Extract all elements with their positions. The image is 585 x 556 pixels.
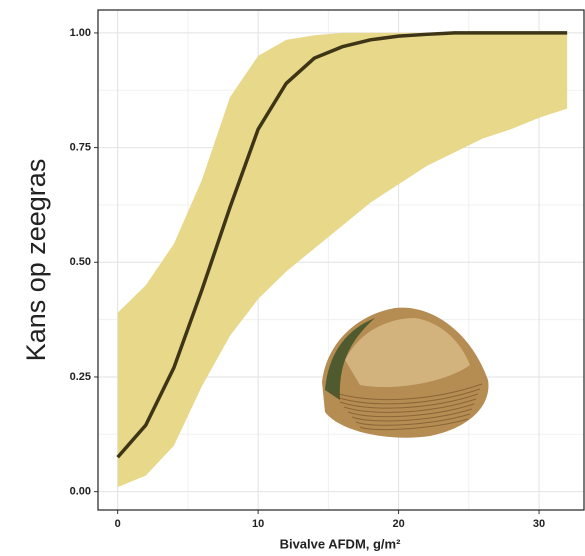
shell-ridge (359, 418, 469, 431)
x-tick-label: 0 (115, 518, 121, 530)
y-tick-label: 0.00 (70, 486, 91, 498)
panel-border (97, 9, 585, 511)
shell-image (322, 307, 489, 438)
y-tick-label: 0.50 (70, 256, 91, 268)
shell-ridge (339, 393, 479, 409)
y-tick-label: 0.25 (70, 371, 91, 383)
y-tick-label: 0.75 (70, 142, 91, 154)
line (116, 31, 568, 459)
x-axis-title: Bivalve AFDM, g/m² (280, 536, 402, 551)
shell-highlight (345, 318, 470, 388)
shell-ridge (347, 403, 475, 418)
shell-ridge (343, 398, 477, 413)
x-tick-label: 30 (533, 518, 545, 530)
x-tick-label: 20 (392, 518, 404, 530)
y-axis-title: Kans op zeegras (21, 159, 51, 362)
shell-ridge (355, 413, 471, 426)
shell-ridge (351, 408, 473, 422)
confidence-band (117, 32, 568, 488)
shell-ridge (331, 383, 483, 401)
shell-dark (325, 318, 375, 400)
y-tick-label: 1.00 (70, 27, 91, 39)
shell-ridge (335, 388, 481, 405)
x-tick-label: 10 (252, 518, 264, 530)
